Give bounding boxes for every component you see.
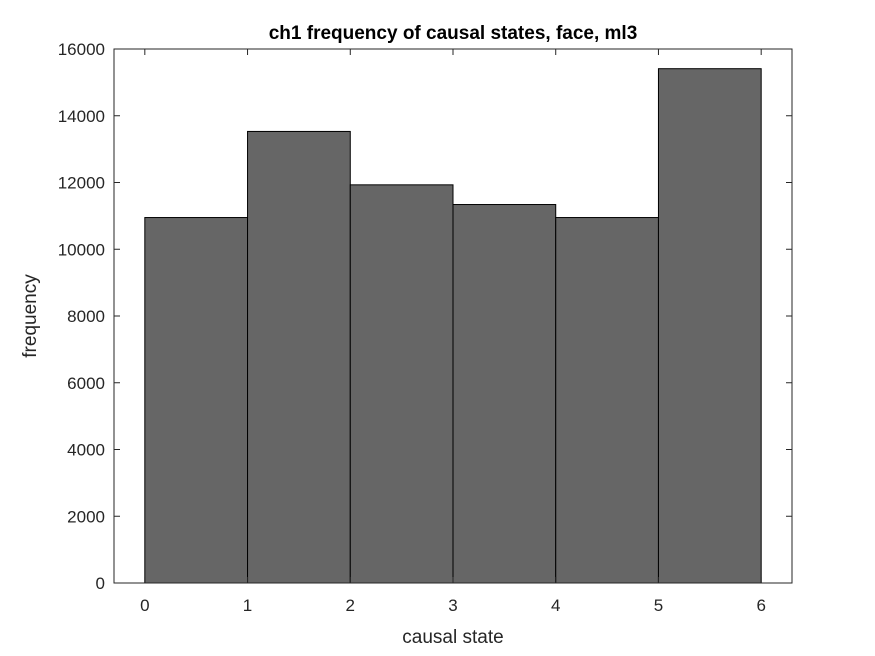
- y-tick-label: 10000: [58, 240, 105, 259]
- chart-title: ch1 frequency of causal states, face, ml…: [269, 23, 638, 44]
- y-tick-label: 0: [96, 574, 105, 593]
- x-tick-label: 4: [551, 596, 560, 615]
- y-tick-label: 16000: [58, 40, 105, 59]
- x-tick-label: 6: [756, 596, 765, 615]
- y-tick-label: 4000: [67, 441, 105, 460]
- x-ticks: 0 1 2 3 4 5 6: [140, 49, 766, 615]
- bar-3: [452, 204, 557, 584]
- y-tick-label: 2000: [67, 507, 105, 526]
- y-tick-label: 12000: [58, 174, 105, 193]
- y-tick-label: 6000: [67, 374, 105, 393]
- bar-0: [144, 217, 249, 584]
- x-tick-label: 2: [346, 596, 355, 615]
- x-tick-label: 0: [140, 596, 149, 615]
- x-tick-label: 5: [654, 596, 663, 615]
- bar-1: [247, 130, 351, 584]
- x-axis-label: causal state: [402, 627, 503, 648]
- y-ticks: 0 2000 4000 6000 8000 10000 12000 14000 16000: [58, 40, 792, 593]
- x-tick-label: 1: [243, 596, 252, 615]
- bar-2: [349, 184, 454, 584]
- y-tick-label: 8000: [67, 307, 105, 326]
- y-axis-label: frequency: [20, 274, 41, 358]
- bar-5: [657, 68, 762, 584]
- bar-4: [555, 217, 659, 584]
- y-tick-label: 14000: [58, 107, 105, 126]
- x-tick-label: 3: [448, 596, 457, 615]
- bars-group: [144, 68, 762, 584]
